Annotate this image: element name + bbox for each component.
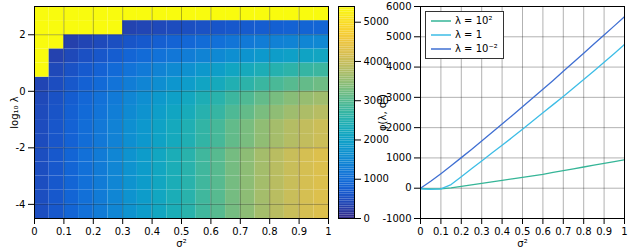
svg-text:σ²: σ² [176, 238, 186, 249]
svg-text:0.7: 0.7 [555, 226, 571, 237]
svg-text:0.4: 0.4 [144, 226, 160, 237]
svg-text:0.7: 0.7 [232, 226, 248, 237]
svg-text:0.9: 0.9 [596, 226, 612, 237]
svg-text:-1000: -1000 [382, 213, 411, 224]
html-text:λ = 10²: λ = 10² [455, 15, 493, 26]
svg-text:2000: 2000 [386, 122, 411, 133]
svg-text:0.2: 0.2 [85, 226, 101, 237]
svg-text:0: 0 [405, 182, 411, 193]
svg-text:0: 0 [19, 86, 25, 97]
svg-text:0.3: 0.3 [115, 226, 131, 237]
svg-text:σ²: σ² [517, 238, 527, 249]
html-text:λ = 10⁻²: λ = 10⁻² [455, 43, 498, 54]
svg-text:-2: -2 [16, 142, 26, 153]
svg-text:0.1: 0.1 [56, 226, 72, 237]
svg-text:log₁₀ λ: log₁₀ λ [9, 96, 20, 128]
html-text:λ = 1: λ = 1 [455, 29, 482, 40]
svg-text:0.3: 0.3 [474, 226, 490, 237]
svg-text:0: 0 [417, 226, 423, 237]
svg-text:0.4: 0.4 [494, 226, 510, 237]
svg-text:0.5: 0.5 [515, 226, 531, 237]
svg-text:1000: 1000 [386, 152, 411, 163]
svg-text:0.1: 0.1 [433, 226, 449, 237]
svg-text:1: 1 [325, 226, 331, 237]
svg-text:2000: 2000 [364, 134, 389, 145]
svg-text:0.5: 0.5 [174, 226, 190, 237]
svg-text:0: 0 [364, 213, 370, 224]
svg-text:0.8: 0.8 [262, 226, 278, 237]
svg-text:0.6: 0.6 [203, 226, 219, 237]
svg-text:4000: 4000 [363, 55, 389, 67]
svg-text:-4: -4 [16, 199, 26, 210]
svg-text:2: 2 [19, 29, 25, 40]
svg-text:0: 0 [31, 226, 37, 237]
svg-text:6000: 6000 [386, 1, 411, 12]
svg-text:1000: 1000 [364, 173, 389, 184]
svg-text:5000: 5000 [364, 16, 389, 27]
svg-text:4000: 4000 [386, 61, 411, 72]
svg-text:5000: 5000 [386, 31, 411, 42]
svg-text:1: 1 [621, 226, 627, 237]
svg-text:0.8: 0.8 [576, 226, 592, 237]
svg-text:0.2: 0.2 [453, 226, 469, 237]
svg-text:3000: 3000 [386, 92, 411, 103]
svg-text:0.6: 0.6 [535, 226, 551, 237]
svg-text:φ(λ, σ²): φ(λ, σ²) [377, 94, 388, 131]
svg-text:0.9: 0.9 [291, 226, 307, 237]
